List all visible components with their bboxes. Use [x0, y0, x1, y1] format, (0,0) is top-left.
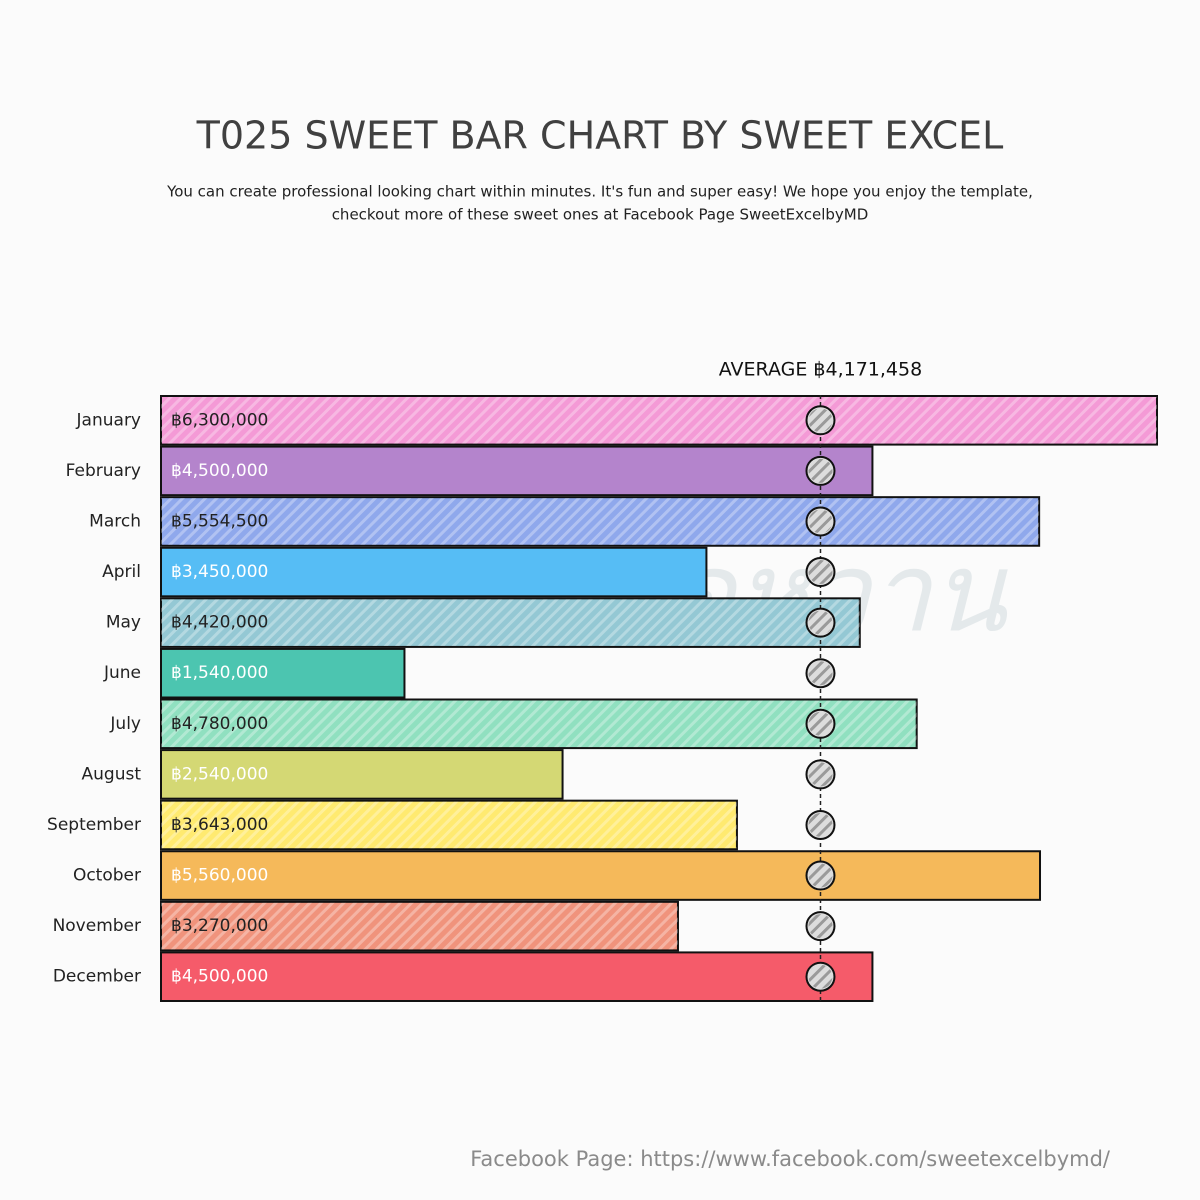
bar	[160, 647, 406, 699]
average-marker-hatch	[808, 408, 833, 433]
y-tick-label: July	[109, 714, 141, 734]
average-marker-hatch	[808, 711, 833, 736]
y-tick-label: January	[76, 410, 141, 430]
value-label: ฿3,270,000	[171, 916, 268, 936]
average-marker-hatch	[808, 560, 833, 585]
y-tick-label: April	[102, 562, 141, 582]
y-tick-label: August	[82, 764, 142, 784]
chart-title: T025 SWEET BAR CHART BY SWEET EXCEL	[196, 114, 1004, 158]
value-label: ฿6,300,000	[171, 410, 268, 430]
bar	[160, 749, 564, 800]
average-label: AVERAGE ฿4,171,458	[719, 359, 922, 381]
value-label: ฿4,420,000	[171, 613, 268, 633]
value-label: ฿2,540,000	[171, 764, 268, 784]
bar-stripes	[161, 700, 917, 748]
y-tick-label: September	[47, 815, 141, 835]
average-marker-hatch	[808, 509, 833, 534]
value-label: ฿5,560,000	[171, 866, 268, 886]
y-tick-label: May	[106, 613, 141, 633]
bar	[160, 850, 1042, 901]
average-marker-hatch	[808, 661, 833, 686]
value-label: ฿4,500,000	[171, 967, 268, 987]
bar	[160, 445, 874, 497]
bar-stripes	[161, 397, 1157, 444]
bar-stripes	[161, 801, 737, 849]
average-marker-hatch	[808, 610, 833, 635]
subtitle: You can create professional looking char…	[166, 183, 1033, 201]
y-tick-label: October	[73, 866, 141, 886]
bar-stripes	[161, 498, 1040, 545]
value-label: ฿3,450,000	[171, 562, 268, 582]
bar-stripes	[161, 902, 678, 950]
y-tick-label: June	[103, 663, 141, 683]
y-tick-label: March	[89, 511, 141, 531]
average-marker-hatch	[808, 458, 833, 483]
average-marker-hatch	[808, 863, 833, 888]
bar	[160, 546, 708, 598]
average-marker-hatch	[808, 964, 833, 989]
value-label: ฿5,554,500	[171, 511, 268, 531]
average-marker-hatch	[808, 812, 833, 837]
average-marker-hatch	[808, 914, 833, 939]
y-tick-label: December	[53, 967, 141, 987]
value-label: ฿3,643,000	[171, 815, 268, 835]
value-label: ฿1,540,000	[171, 663, 268, 683]
value-label: ฿4,500,000	[171, 461, 268, 481]
y-tick-label: February	[66, 461, 141, 481]
bar	[160, 951, 874, 1003]
y-tick-label: November	[53, 916, 141, 936]
average-marker-hatch	[808, 762, 833, 787]
subtitle: checkout more of these sweet ones at Fac…	[332, 206, 869, 224]
value-label: ฿4,780,000	[171, 714, 268, 734]
bar-stripes	[161, 599, 860, 646]
footer: Facebook Page: https://www.facebook.com/…	[470, 1147, 1111, 1171]
